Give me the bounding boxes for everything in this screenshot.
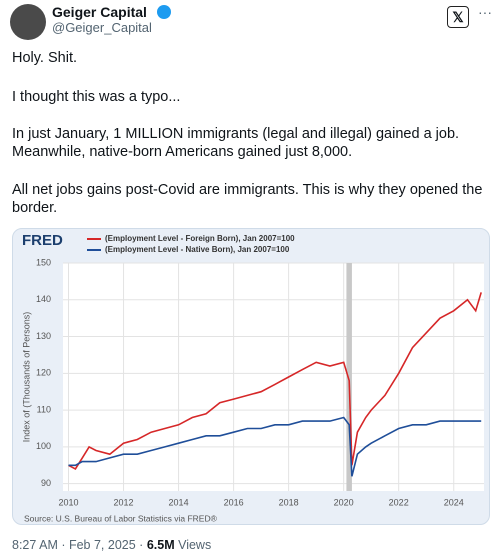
x-logo[interactable]: 𝕏 bbox=[447, 6, 469, 28]
avatar[interactable] bbox=[10, 4, 46, 40]
tweet-text: In just January, 1 MILLION immigrants (l… bbox=[12, 126, 460, 142]
time: 8:27 AM · Feb 7, 2025 · bbox=[12, 538, 144, 552]
line bbox=[68, 292, 482, 470]
author-name[interactable]: Geiger Capital bbox=[52, 4, 147, 20]
y-tick-label: 110 bbox=[37, 404, 51, 414]
author-handle[interactable]: @Geiger_Capital bbox=[52, 20, 152, 35]
y-tick-label: 90 bbox=[41, 478, 51, 488]
chart: FRED Index of (Thousands of Persons) Sou… bbox=[21, 232, 484, 523]
y-tick-label: 100 bbox=[36, 441, 51, 451]
line bbox=[68, 416, 482, 477]
fred-logo: FRED bbox=[22, 232, 63, 249]
legend-label: (Employment Level - Foreign Born), Jan 2… bbox=[105, 234, 295, 243]
x-tick-label: 2010 bbox=[58, 497, 78, 507]
source: Source: U.S. Bureau of Labor Statistics … bbox=[24, 513, 218, 523]
y-tick-label: 120 bbox=[36, 368, 51, 378]
tweet-text: All net jobs gains post-Covid are immigr… bbox=[12, 182, 483, 198]
view-count: 6.5M bbox=[146, 538, 175, 552]
x-tick-label: 2012 bbox=[114, 497, 134, 507]
x-tick-label: 2018 bbox=[279, 497, 299, 507]
y-tick-label: 130 bbox=[36, 331, 51, 341]
y-axis-label: Index of (Thousands of Persons) bbox=[21, 312, 31, 443]
tweet-text: I thought this was a typo... bbox=[12, 89, 181, 105]
x-tick-label: 2024 bbox=[444, 497, 464, 507]
tweet-text: border. bbox=[12, 200, 58, 216]
x-tick-label: 2016 bbox=[224, 497, 244, 507]
tweet-text: Holy. Shit. bbox=[12, 50, 78, 66]
tweet-text: Meanwhile, native-born Americans gained … bbox=[12, 144, 353, 160]
legend-label: (Employment Level - Native Born), Jan 20… bbox=[105, 245, 290, 254]
x-tick-label: 2020 bbox=[334, 497, 354, 507]
x-tick-label: 2014 bbox=[169, 497, 189, 507]
verified-badge bbox=[157, 5, 171, 19]
x-tick-label: 2022 bbox=[389, 497, 409, 507]
plot-area bbox=[63, 263, 484, 491]
views-label: Views bbox=[178, 538, 212, 552]
timestamp: 8:27 AM · Feb 7, 2025 · 6.5M Views bbox=[12, 538, 211, 552]
y-tick-label: 150 bbox=[36, 257, 51, 267]
more-button[interactable]: ··· bbox=[478, 4, 492, 20]
y-tick-label: 140 bbox=[36, 294, 51, 304]
chart-card: FRED Index of (Thousands of Persons) Sou… bbox=[12, 228, 490, 525]
recession-shade bbox=[346, 263, 352, 491]
